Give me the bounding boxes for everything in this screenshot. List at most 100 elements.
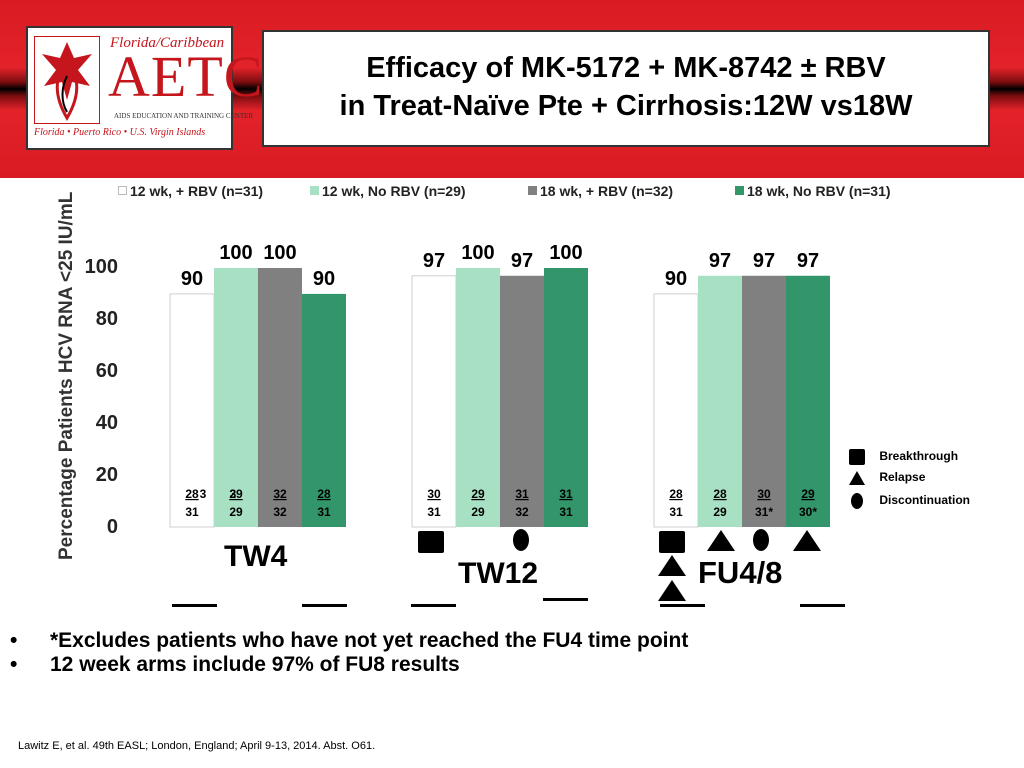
legend-item-18wk-rbv: 18 wk, + RBV (n=32) bbox=[528, 183, 673, 199]
bar-numerator-label: 28 bbox=[185, 487, 199, 501]
legend-item-12wk-norbv: 12 wk, No RBV (n=29) bbox=[310, 183, 466, 199]
bar bbox=[698, 275, 742, 527]
emblem-icon bbox=[34, 36, 100, 124]
bar-denominator-label: 29 bbox=[713, 505, 727, 519]
symbol-legend-label: Breakthrough bbox=[879, 449, 959, 464]
symbol-legend-relapse: Relapse bbox=[848, 470, 925, 486]
footnote-list: • *Excludes patients who have not yet rea… bbox=[10, 629, 688, 677]
bar bbox=[742, 275, 786, 527]
bar-numerator-extra: 3 bbox=[200, 487, 207, 501]
bar-value-label: 100 bbox=[263, 242, 296, 264]
symbol-legend-label: Discontinuation bbox=[879, 493, 971, 508]
triangle-icon bbox=[849, 471, 865, 485]
bar-numerator-label: 29 bbox=[229, 487, 243, 501]
discontinuation-marker bbox=[513, 529, 529, 551]
legend-swatch bbox=[528, 186, 537, 195]
bar bbox=[456, 268, 500, 527]
legend-label: 12 wk, No RBV (n=29) bbox=[322, 183, 466, 199]
bar-denominator-label: 31 bbox=[669, 505, 683, 519]
bullet-glyph: • bbox=[10, 653, 18, 676]
timepoint-marker bbox=[800, 604, 845, 607]
title-box: Efficacy of MK-5172 + MK-8742 ± RBV in T… bbox=[262, 30, 990, 147]
timepoint-marker bbox=[660, 604, 705, 607]
logo-top-text: Florida/Caribbean bbox=[110, 35, 225, 51]
bar-denominator-label: 31 bbox=[427, 505, 441, 519]
bar-denominator-label: 32 bbox=[515, 505, 529, 519]
bar-numerator-extra: 3 bbox=[230, 487, 237, 501]
bar-value-label: 97 bbox=[511, 250, 533, 272]
bar-value-label: 100 bbox=[461, 242, 494, 264]
footnote-text: *Excludes patients who have not yet reac… bbox=[50, 629, 689, 652]
relapse-marker bbox=[658, 580, 686, 601]
bar-value-label: 97 bbox=[709, 250, 731, 272]
bar-value-label: 100 bbox=[549, 242, 582, 264]
footnote-text: 12 week arms include 97% of FU8 results bbox=[50, 653, 460, 676]
footnote-item: • 12 week arms include 97% of FU8 results bbox=[10, 653, 688, 677]
bar bbox=[214, 268, 258, 527]
bar-denominator-label: 30* bbox=[799, 505, 817, 519]
square-icon bbox=[849, 449, 865, 465]
bar-value-label: 97 bbox=[753, 250, 775, 272]
bar-denominator-label: 32 bbox=[273, 505, 287, 519]
y-tick-label: 60 bbox=[95, 360, 118, 382]
bar-numerator-label: 28 bbox=[669, 487, 683, 501]
bar-value-label: 90 bbox=[313, 268, 335, 290]
legend-label: 18 wk, No RBV (n=31) bbox=[747, 183, 891, 199]
timepoint-marker bbox=[302, 604, 347, 607]
bar bbox=[786, 275, 830, 527]
relapse-marker bbox=[793, 530, 821, 551]
y-tick-label: 40 bbox=[95, 412, 118, 434]
timepoint-marker bbox=[172, 604, 217, 607]
bar-numerator-label: 29 bbox=[471, 487, 485, 501]
y-tick-label: 20 bbox=[95, 464, 118, 486]
y-tick-label: 0 bbox=[106, 516, 118, 538]
breakthrough-marker bbox=[659, 531, 685, 553]
circle-icon bbox=[851, 493, 863, 509]
logo-main-text: AETC bbox=[108, 44, 264, 109]
bar-denominator-label: 29 bbox=[471, 505, 485, 519]
symbol-legend-breakthrough: Breakthrough bbox=[848, 448, 958, 466]
bar-numerator-label: 29 bbox=[801, 487, 815, 501]
citation: Lawitz E, et al. 49th EASL; London, Engl… bbox=[18, 740, 376, 752]
timepoint-label-tw4: TW4 bbox=[224, 540, 288, 573]
legend-item-18wk-norbv: 18 wk, No RBV (n=31) bbox=[735, 183, 891, 199]
bar bbox=[544, 268, 588, 527]
page-title-line-2: in Treat-Naïve Pte + Cirrhosis:12W vs18W bbox=[339, 90, 913, 122]
bullet-glyph: • bbox=[10, 629, 18, 652]
bar bbox=[500, 275, 544, 527]
bar-numerator-label: 28 bbox=[317, 487, 331, 501]
timepoint-marker bbox=[543, 598, 588, 601]
bar-numerator-label: 30 bbox=[427, 487, 441, 501]
bar-denominator-label: 31* bbox=[755, 505, 773, 519]
footnote-item: • *Excludes patients who have not yet rea… bbox=[10, 629, 688, 653]
bar-denominator-label: 31 bbox=[185, 505, 199, 519]
bar-value-label: 97 bbox=[423, 250, 445, 272]
discontinuation-marker bbox=[753, 529, 769, 551]
legend-item-12wk-rbv: 12 wk, + RBV (n=31) bbox=[118, 183, 263, 199]
y-tick-label: 80 bbox=[95, 308, 118, 330]
bar bbox=[411, 275, 457, 528]
bar-numerator-label: 31 bbox=[559, 487, 573, 501]
bar-value-label: 97 bbox=[797, 250, 819, 272]
bar-value-label: 90 bbox=[181, 268, 203, 290]
bar-denominator-label: 31 bbox=[317, 505, 331, 519]
bar-value-label: 100 bbox=[219, 242, 252, 264]
symbol-legend-label: Relapse bbox=[879, 470, 926, 485]
bar-value-label: 90 bbox=[665, 268, 687, 290]
legend-swatch bbox=[310, 186, 319, 195]
bar bbox=[258, 268, 302, 527]
bar bbox=[169, 293, 215, 528]
logo-bottom-text: Florida • Puerto Rico • U.S. Virgin Isla… bbox=[34, 127, 206, 138]
bar-numerator-label: 31 bbox=[515, 487, 529, 501]
bar bbox=[302, 293, 346, 527]
bar-denominator-label: 29 bbox=[229, 505, 243, 519]
page-title-line-1: Efficacy of MK-5172 + MK-8742 ± RBV bbox=[366, 52, 886, 84]
breakthrough-marker bbox=[418, 531, 444, 553]
bar-numerator-label: 32 bbox=[273, 487, 287, 501]
timepoint-label-fu48: FU4/8 bbox=[698, 555, 783, 590]
y-axis-label: Percentage Patients HCV RNA <25 IU/mL bbox=[56, 191, 77, 560]
legend-swatch bbox=[118, 186, 127, 195]
logo-sub-text: AIDS EDUCATION AND TRAINING CENTER bbox=[114, 112, 254, 120]
relapse-marker bbox=[707, 530, 735, 551]
bar-numerator-label: 28 bbox=[713, 487, 727, 501]
